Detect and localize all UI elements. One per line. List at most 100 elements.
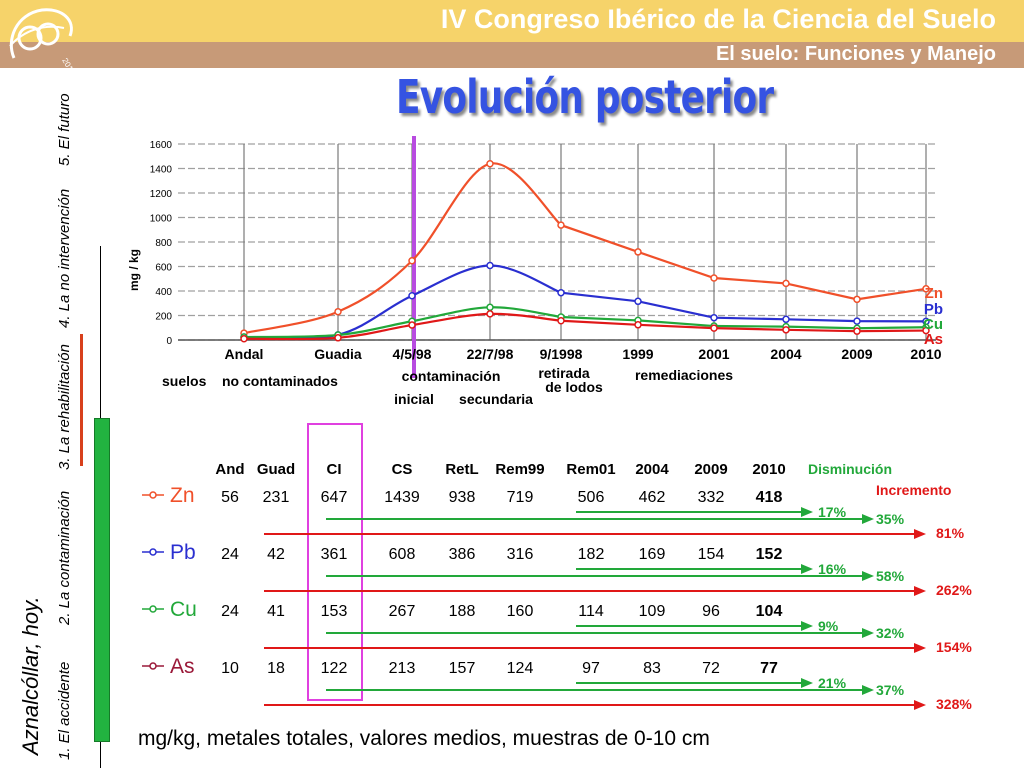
table-cell: 938	[449, 489, 476, 506]
table-cell: 24	[221, 603, 239, 620]
table-cell: 719	[507, 489, 534, 506]
data-point-pb	[634, 297, 642, 306]
arrow-green-long-head	[862, 685, 874, 695]
table-cell: 10	[221, 660, 239, 677]
congress-subtitle: El suelo: Funciones y Manejo	[715, 43, 996, 65]
sidebar: Aznalcóllar, hoy. 1. El accidente 2. La …	[0, 70, 112, 768]
incremento-value: 328%	[936, 696, 972, 712]
column-header: CS	[392, 461, 413, 478]
y-tick-label: 200	[155, 312, 172, 323]
table-cell: 213	[389, 660, 416, 677]
highlight-box-ci	[307, 423, 363, 701]
series-line-cu	[243, 306, 927, 339]
congress-logo-icon: 2010	[9, 8, 77, 70]
legend-entry-as: As	[924, 331, 943, 348]
y-tick-label: 1600	[150, 140, 173, 151]
table-cell: 361	[321, 546, 348, 563]
data-point-zn	[710, 274, 718, 282]
x-tick-label: 22/7/98	[467, 346, 514, 362]
metal-evolution-chart: 0 200 400 600 800 1000 1200 1400 1600 mg / kg And…	[127, 136, 943, 407]
row-legend-marker	[149, 548, 157, 556]
arrow-incremento-head	[914, 586, 926, 596]
table-cell: 231	[263, 489, 290, 506]
arrow-incremento-head	[914, 529, 926, 539]
data-point-as	[634, 321, 642, 329]
data-point-zn	[557, 221, 565, 229]
row-legend-marker	[149, 491, 157, 499]
incremento-value: 154%	[936, 639, 972, 655]
table-cell: 114	[578, 603, 604, 620]
data-point-pb	[710, 313, 718, 322]
row-legend-marker	[149, 605, 157, 613]
sidebar-step-5: 5. El futuro	[56, 93, 73, 166]
column-header: Rem99	[495, 461, 544, 478]
table-cell: 152	[756, 546, 783, 563]
series-line-as	[243, 312, 927, 341]
table-cell: 154	[698, 546, 725, 563]
x-tick-label: 9/1998	[540, 346, 583, 362]
series-line-zn	[243, 162, 927, 335]
table-cell: 316	[507, 546, 534, 563]
y-tick-label: 1400	[150, 165, 173, 176]
x-tick-label: Guadia	[314, 346, 362, 362]
sidebar-caption: Aznalcóllar, hoy.	[18, 596, 43, 755]
column-header: 2010	[752, 461, 785, 478]
row-metal-label: Pb	[170, 541, 196, 564]
header-bar-bottom	[0, 42, 1024, 68]
y-tick-label: 0	[166, 336, 172, 347]
table-cell: 124	[507, 660, 534, 677]
row-metal-label: Zn	[170, 484, 195, 507]
sidebar-step-1: 1. El accidente	[56, 661, 73, 760]
data-point-zn	[782, 279, 790, 288]
y-tick-label: 1000	[150, 214, 173, 225]
y-tick-label: 600	[155, 263, 172, 274]
data-point-as	[486, 310, 494, 318]
row-legend-marker	[149, 662, 157, 670]
x-tick-label: 2001	[698, 346, 729, 362]
congress-title: IV Congreso Ibérico de la Ciencia del Su…	[440, 4, 996, 34]
y-axis-label: mg / kg	[127, 249, 141, 291]
table-cell: 157	[449, 660, 476, 677]
table-cell: 153	[321, 603, 348, 620]
column-header: 2004	[635, 461, 669, 478]
x-group-label: inicial	[394, 391, 434, 407]
table-cell: 42	[267, 546, 285, 563]
legend-entry-zn: Zn	[925, 285, 943, 302]
x-group-label: contaminación	[402, 368, 501, 384]
slide-title: Evolución posterior	[396, 70, 774, 124]
data-point-cu	[486, 303, 494, 312]
x-group-label: suelos	[162, 373, 207, 389]
row-metal-label: Cu	[170, 598, 197, 621]
arrow-green-long-head	[862, 628, 874, 638]
data-point-pb	[486, 261, 494, 270]
chart-series	[240, 159, 930, 343]
chart-x-labels: Andal Guadia 4/5/98 22/7/98 9/1998 1999 2001 20…	[162, 346, 942, 407]
data-point-pb	[408, 292, 416, 300]
disminucion-value: 16%	[818, 561, 847, 577]
chart-grid: 0 200 400 600 800 1000 1200 1400 1600 mg / kg	[127, 136, 936, 378]
x-group-label: secundaria	[459, 391, 533, 407]
table-cell: 160	[507, 603, 534, 620]
table-cell: 96	[702, 603, 720, 620]
column-header: RetL	[445, 461, 478, 478]
sidebar-green-bar	[94, 418, 110, 742]
y-tick-label: 1200	[150, 189, 173, 200]
table-cell: 122	[321, 660, 348, 677]
table-cell: 267	[389, 603, 416, 620]
x-tick-label: 2009	[841, 346, 872, 362]
column-header: And	[215, 461, 244, 478]
table-cell: 104	[756, 603, 783, 620]
table-cell: 41	[267, 603, 285, 620]
data-point-zn	[853, 295, 861, 304]
green-percentage-value: 35%	[876, 511, 905, 527]
x-group-label: no contaminados	[222, 373, 338, 389]
data-point-pb	[557, 288, 565, 297]
data-point-zn	[486, 159, 494, 168]
table-cell: 418	[756, 489, 783, 506]
incremento-value: 262%	[936, 582, 972, 598]
table-cell: 647	[321, 489, 348, 506]
table-cell: 72	[702, 660, 720, 677]
incremento-value: 81%	[936, 525, 965, 541]
table-cell: 18	[267, 660, 285, 677]
